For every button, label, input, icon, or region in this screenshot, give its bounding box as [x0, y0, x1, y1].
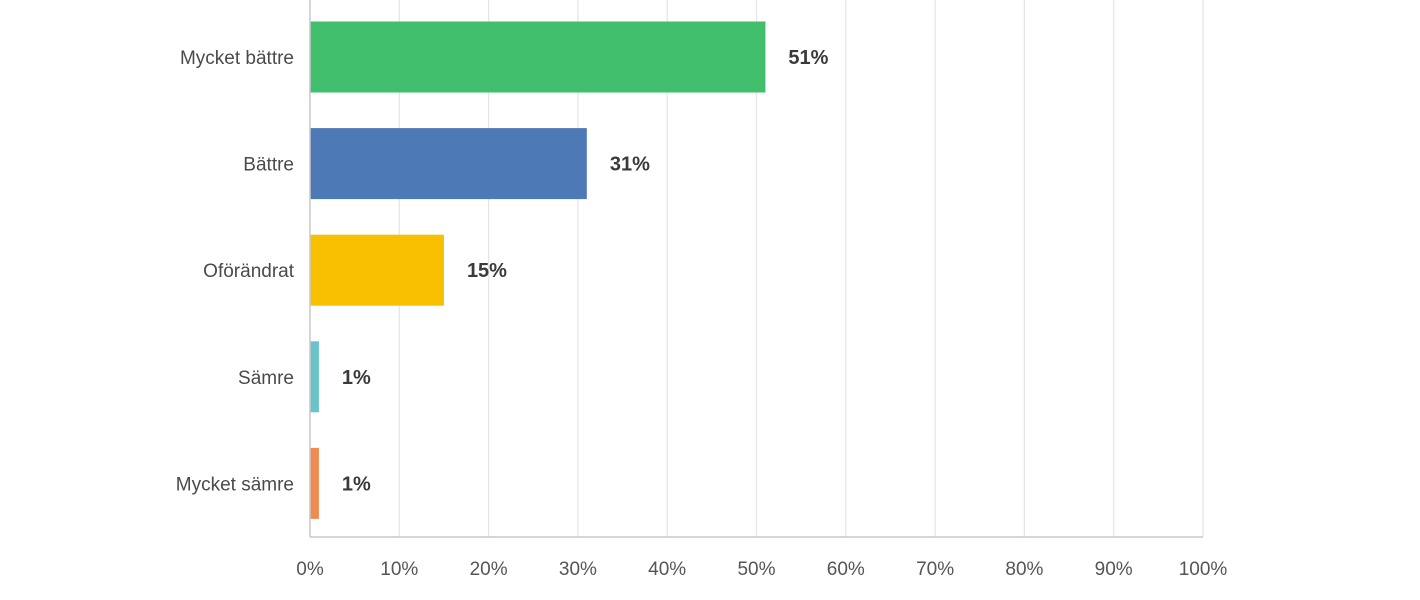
x-tick-label-20: 20%	[470, 559, 508, 580]
category-label-battre: Bättre	[243, 155, 294, 176]
x-tick-labels: 0% 10% 20% 30% 40% 50% 60% 70% 80% 90% 100%	[296, 559, 1227, 580]
bar-oforandrat	[310, 234, 444, 306]
x-tick-label-80: 80%	[1005, 559, 1043, 580]
x-tick-label-90: 90%	[1095, 559, 1133, 580]
x-tick-label-0: 0%	[296, 559, 324, 580]
x-tick-label-70: 70%	[916, 559, 954, 580]
bar-battre	[310, 128, 587, 200]
category-label-mycket-battre: Mycket bättre	[180, 48, 294, 69]
bars	[310, 21, 766, 519]
value-label-battre: 31%	[610, 154, 650, 176]
bar-mycket-battre	[310, 21, 766, 93]
value-label-mycket-samre: 1%	[342, 473, 371, 495]
x-tick-label-40: 40%	[648, 559, 686, 580]
value-label-oforandrat: 15%	[467, 260, 507, 282]
value-label-mycket-battre: 51%	[788, 47, 828, 69]
x-tick-label-60: 60%	[827, 559, 865, 580]
x-tick-label-50: 50%	[737, 559, 775, 580]
bar-mycket-samre	[310, 447, 319, 519]
category-label-samre: Sämre	[238, 368, 294, 389]
category-label-oforandrat: Oförändrat	[203, 261, 295, 282]
category-labels: Mycket bättre Bättre Oförändrat Sämre Mycket…	[176, 48, 295, 495]
bar-samre	[310, 341, 319, 413]
category-label-mycket-samre: Mycket sämre	[176, 474, 294, 495]
x-tick-label-30: 30%	[559, 559, 597, 580]
value-label-samre: 1%	[342, 367, 371, 389]
x-tick-label-10: 10%	[380, 559, 418, 580]
value-labels: 51% 31% 15% 1% 1%	[342, 47, 829, 495]
x-tick-label-100: 100%	[1179, 559, 1228, 580]
